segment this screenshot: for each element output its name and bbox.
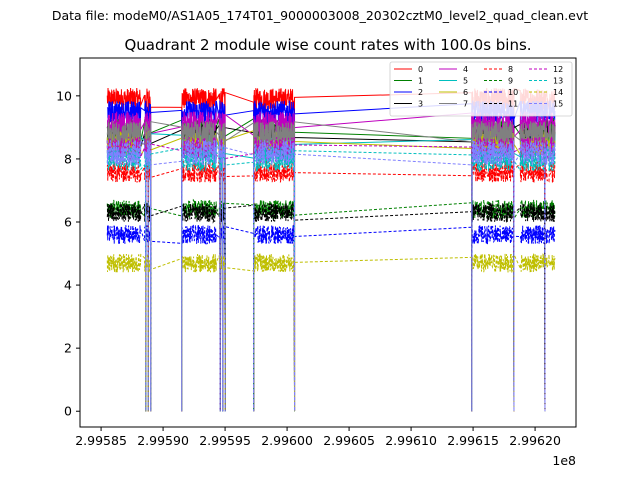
series-line-13 — [106, 145, 556, 412]
legend-label-5: 5 — [463, 77, 468, 86]
y-tick-label: 8 — [64, 151, 72, 166]
y-tick-label: 6 — [64, 215, 72, 230]
legend-label-15: 15 — [553, 100, 563, 109]
legend-label-6: 6 — [463, 88, 468, 97]
x-tick-label: 2.99600 — [261, 433, 313, 448]
legend-label-13: 13 — [553, 77, 563, 86]
x-tick-label: 2.99590 — [137, 433, 189, 448]
x-offset-label: 1e8 — [552, 453, 576, 468]
legend-label-10: 10 — [508, 88, 518, 97]
y-tick-label: 0 — [64, 404, 72, 419]
chart-title: Quadrant 2 module wise count rates with … — [124, 36, 531, 54]
series-line-8 — [106, 159, 556, 412]
legend-label-8: 8 — [508, 65, 513, 74]
figure-suptitle: Data file: modeM0/AS1A05_174T01_90000030… — [52, 8, 588, 23]
legend-label-9: 9 — [508, 77, 513, 86]
legend-label-11: 11 — [508, 100, 518, 109]
x-tick-label: 2.99605 — [323, 433, 375, 448]
series-line-7 — [106, 120, 556, 412]
legend-label-3: 3 — [418, 100, 423, 109]
legend-label-7: 7 — [463, 100, 468, 109]
series-line-6 — [106, 128, 556, 412]
series-line-15 — [106, 139, 556, 412]
legend-box — [389, 61, 573, 117]
legend-label-12: 12 — [553, 65, 563, 74]
legend-label-4: 4 — [463, 65, 468, 74]
legend-label-0: 0 — [418, 65, 423, 74]
series-line-12 — [106, 136, 556, 412]
series-layer — [106, 87, 556, 412]
x-tick-label: 2.99585 — [75, 433, 127, 448]
x-tick-label: 2.99615 — [447, 433, 499, 448]
legend-label-14: 14 — [553, 88, 563, 97]
x-tick-label: 2.99620 — [509, 433, 561, 448]
y-tick-label: 4 — [64, 278, 72, 293]
x-tick-label: 2.99595 — [199, 433, 251, 448]
x-axis: 2.99585 2.99590 2.99595 2.99600 2.99605 2.996… — [75, 427, 561, 448]
plot-frame — [79, 57, 577, 428]
x-tick-label: 2.99610 — [385, 433, 437, 448]
series-line-11 — [106, 202, 556, 412]
y-tick-label: 2 — [64, 341, 72, 356]
legend-label-1: 1 — [418, 77, 423, 86]
series-line-10 — [106, 223, 556, 412]
y-axis: 0 2 4 6 8 10 — [56, 88, 80, 419]
y-tick-label: 10 — [56, 88, 72, 103]
legend-label-2: 2 — [418, 88, 423, 97]
series-line-14 — [106, 252, 556, 412]
